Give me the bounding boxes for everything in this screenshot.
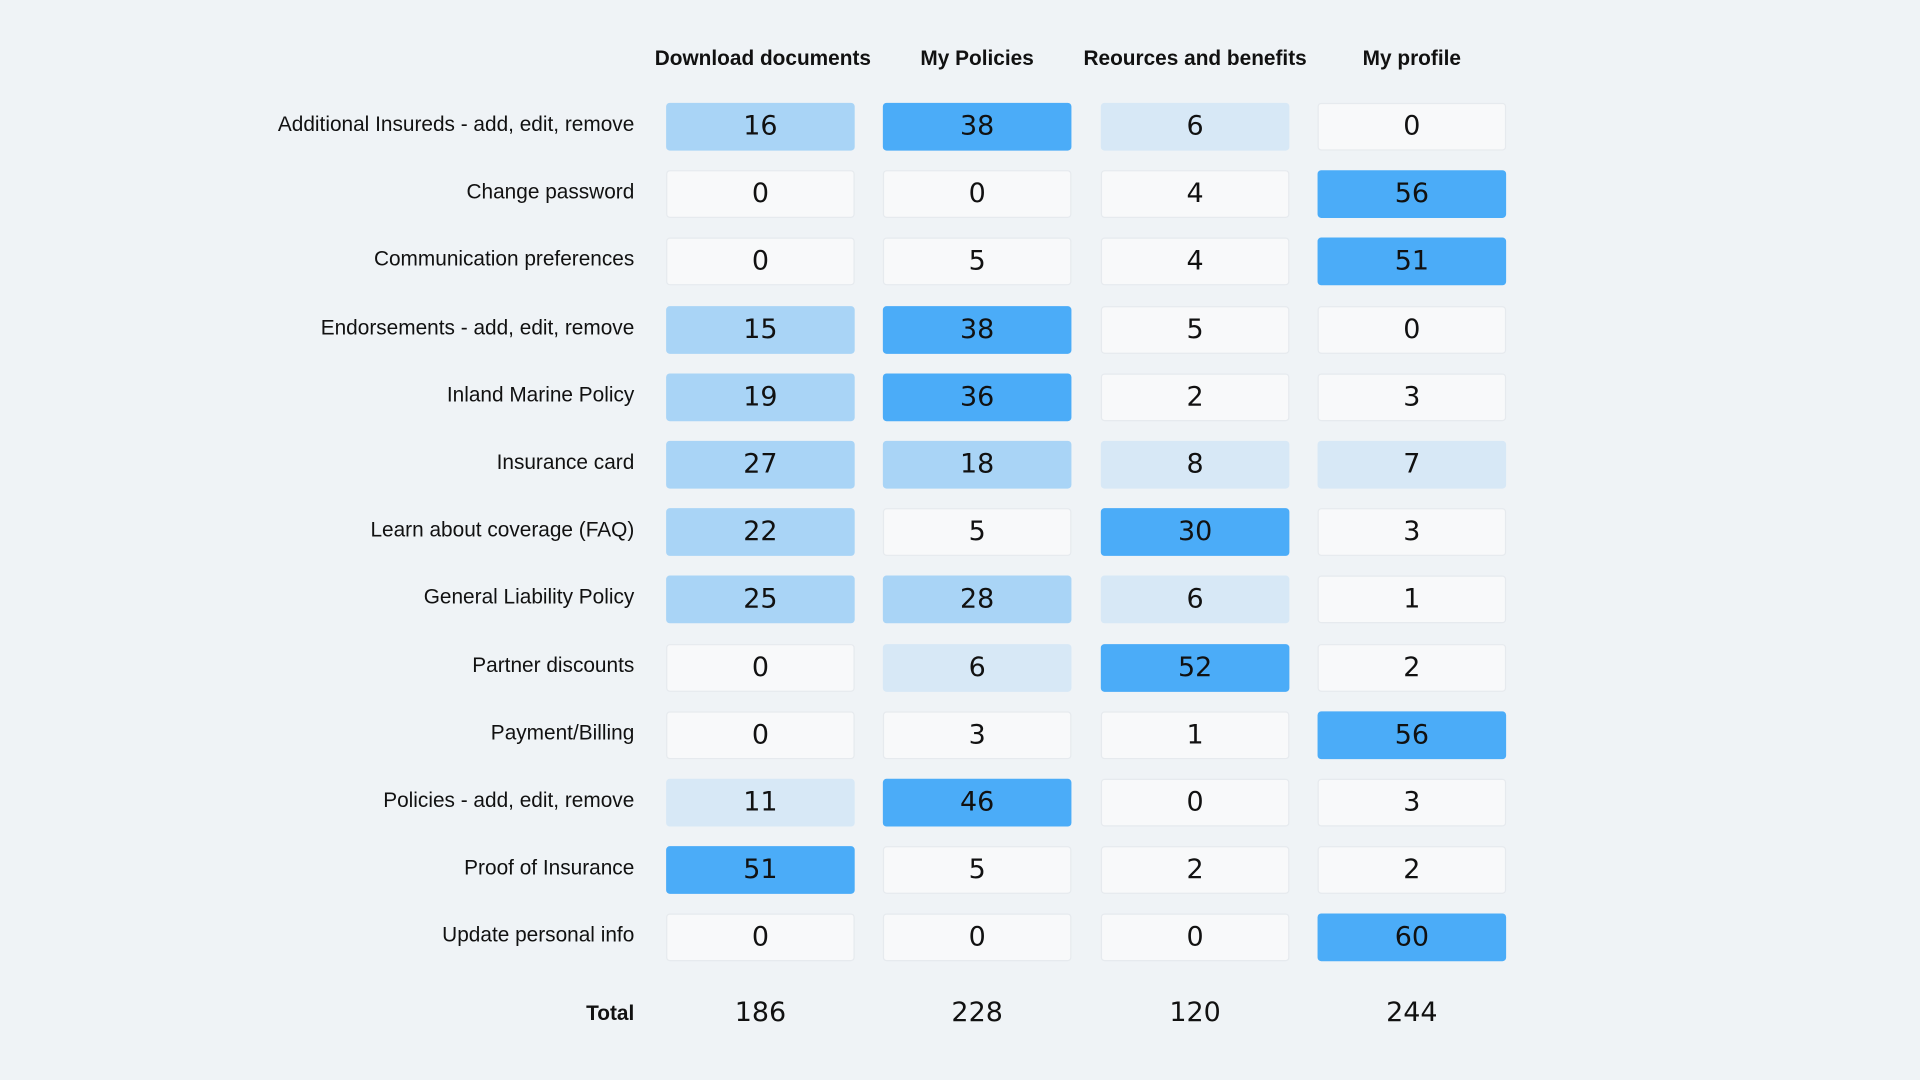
- heatmap-cell: 38: [882, 305, 1072, 354]
- heatmap-cell: 2: [1317, 846, 1507, 895]
- heatmap-cell: 0: [666, 711, 855, 759]
- heatmap-cell: 2: [1100, 373, 1290, 421]
- heatmap-cell: 16: [666, 102, 855, 151]
- row-label: Learn about coverage (FAQ): [370, 518, 635, 542]
- row-label: Inland Marine Policy: [446, 383, 635, 407]
- row-label: General Liability Policy: [423, 585, 635, 610]
- heatmap-cell: 6: [882, 643, 1072, 692]
- heatmap-cell: 11: [666, 778, 855, 827]
- heatmap-cell: 3: [882, 711, 1072, 759]
- column-header: Reources and benefits: [1083, 46, 1307, 70]
- heatmap-cell: 3: [1317, 508, 1507, 557]
- heatmap-cell: 52: [1100, 643, 1290, 692]
- total-label: Total: [586, 1001, 635, 1025]
- row-label: Additional Insureds - add, edit, remove: [277, 112, 635, 136]
- heatmap-cell: 15: [666, 305, 855, 354]
- row-label: Endorsements - add, edit, remove: [320, 315, 635, 339]
- heatmap-cell: 0: [1317, 305, 1507, 354]
- heatmap-cell: 0: [666, 913, 855, 962]
- heatmap-cell: 27: [666, 440, 855, 489]
- heatmap-cell: 60: [1317, 913, 1507, 962]
- column-header: My Policies: [920, 46, 1034, 70]
- heatmap-cell: 3: [1317, 778, 1507, 827]
- heatmap-cell: 18: [882, 440, 1072, 489]
- row-label: Communication preferences: [373, 247, 635, 272]
- heatmap-cell: 0: [666, 238, 855, 286]
- heatmap-cell: 7: [1317, 440, 1507, 489]
- heatmap-cell: 25: [666, 575, 855, 624]
- heatmap-cell: 1: [1100, 711, 1290, 759]
- total-value: 228: [951, 997, 1003, 1029]
- heatmap-cell: 6: [1100, 575, 1290, 624]
- row-label: Proof of Insurance: [464, 856, 635, 880]
- heatmap-cell: 0: [666, 643, 855, 692]
- row-label: Policies - add, edit, remove: [383, 788, 635, 812]
- heatmap-cell: 3: [1317, 373, 1507, 421]
- column-header: Download documents: [654, 46, 871, 70]
- heatmap-cell: 38: [882, 102, 1072, 151]
- total-value: 244: [1386, 997, 1438, 1029]
- heatmap-cell: 56: [1317, 170, 1507, 219]
- heatmap-cell: 22: [666, 508, 855, 557]
- heatmap-cell: 30: [1100, 508, 1290, 557]
- row-label: Partner discounts: [472, 653, 635, 677]
- heatmap-cell: 0: [882, 913, 1072, 962]
- heatmap-cell: 19: [666, 373, 855, 421]
- heatmap-cell: 8: [1100, 440, 1290, 489]
- heatmap-cell: 0: [882, 170, 1072, 219]
- total-value: 120: [1169, 997, 1221, 1029]
- heatmap-cell: 4: [1100, 238, 1290, 286]
- column-header: My profile: [1362, 46, 1461, 70]
- heatmap-cell: 28: [882, 575, 1072, 624]
- heatmap-cell: 51: [666, 846, 855, 895]
- heatmap-cell: 51: [1317, 238, 1507, 286]
- heatmap-cell: 2: [1317, 643, 1507, 692]
- heatmap-cell: 5: [882, 238, 1072, 286]
- heatmap-cell: 0: [1317, 102, 1507, 151]
- heatmap-cell: 56: [1317, 711, 1507, 759]
- heatmap-cell: 0: [1100, 913, 1290, 962]
- heatmap-cell: 2: [1100, 846, 1290, 895]
- row-label: Update personal info: [442, 923, 635, 948]
- row-label: Change password: [466, 180, 635, 204]
- heatmap-cell: 0: [1100, 778, 1290, 827]
- heatmap-cell: 6: [1100, 102, 1290, 151]
- total-value: 186: [734, 997, 787, 1029]
- heatmap-cell: 1: [1317, 575, 1507, 624]
- heatmap-cell: 5: [882, 508, 1072, 557]
- heatmap-cell: 0: [666, 170, 855, 219]
- heatmap-cell: 5: [882, 846, 1072, 895]
- row-label: Payment/Billing: [490, 720, 635, 745]
- heatmap-cell: 4: [1100, 170, 1290, 219]
- heatmap-cell: 5: [1100, 305, 1290, 354]
- heatmap-cell: 46: [882, 778, 1072, 827]
- heatmap-cell: 36: [882, 373, 1072, 421]
- row-label: Insurance card: [496, 450, 635, 474]
